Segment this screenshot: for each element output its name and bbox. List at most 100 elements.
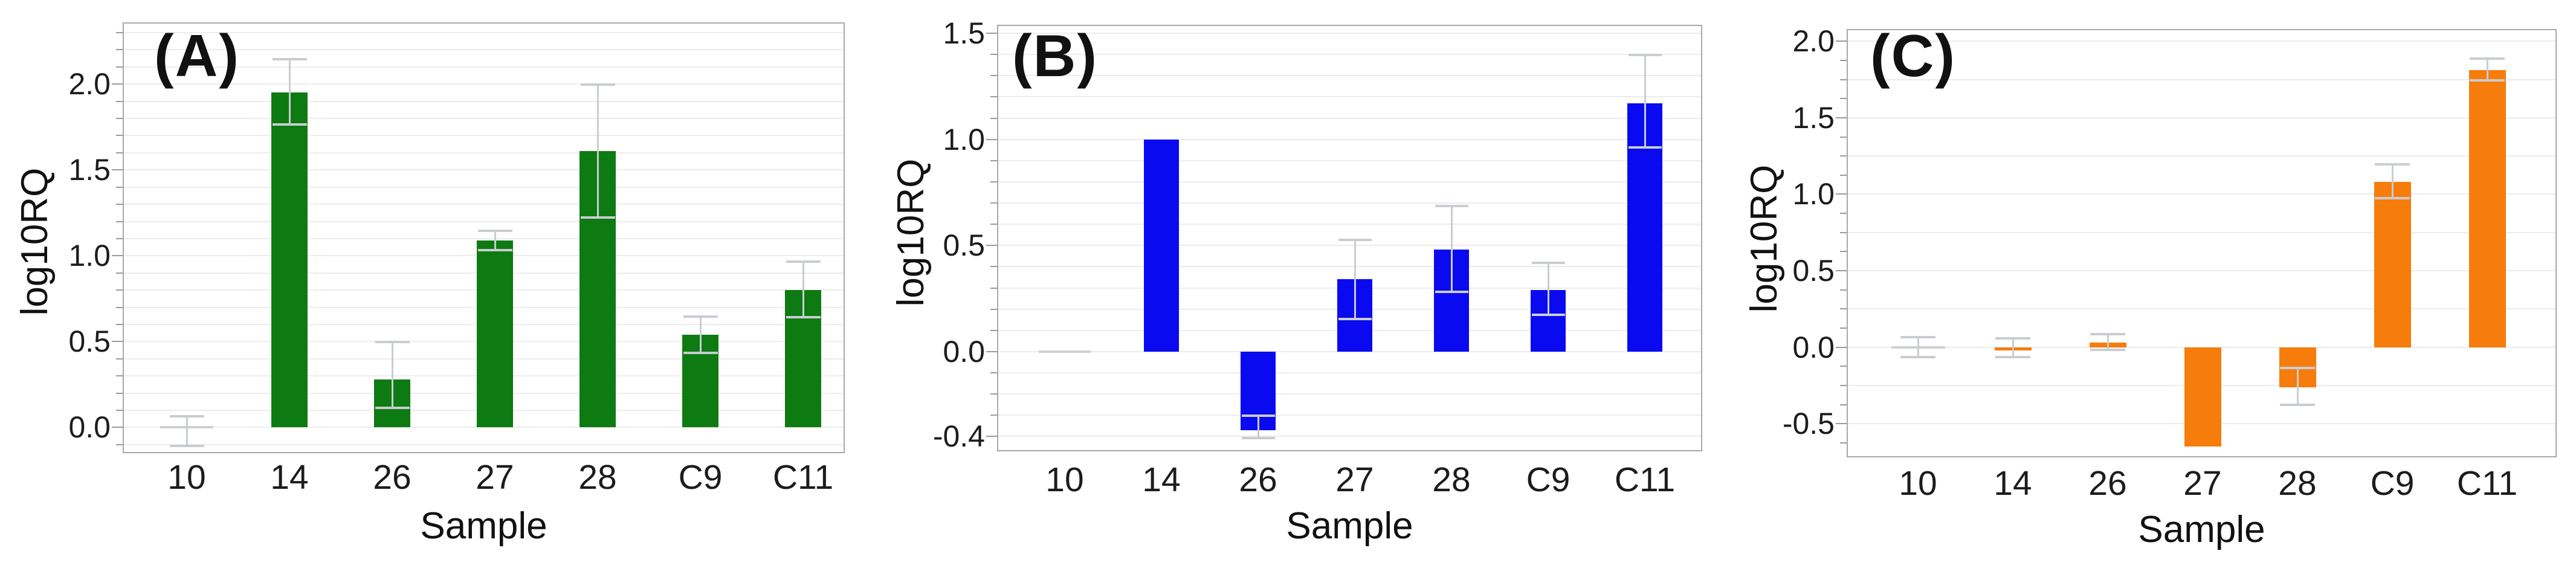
y-axis-tick xyxy=(990,308,997,310)
error-bar-cap-top xyxy=(1531,262,1565,265)
x-tick-label-27: 27 xyxy=(2183,464,2222,503)
y-axis-tick xyxy=(990,329,997,331)
y-gridline xyxy=(1848,193,2555,195)
error-bar-28 xyxy=(596,84,599,218)
y-axis-tick xyxy=(116,66,123,68)
error-bar-cap-top xyxy=(580,83,615,86)
error-bar-cap-top xyxy=(1995,337,2030,340)
y-axis-tick xyxy=(1840,98,1847,100)
y-axis-tick xyxy=(116,152,123,153)
error-bar-cap-top xyxy=(2090,332,2125,335)
y-axis-tick xyxy=(1840,79,1847,80)
y-axis-tick xyxy=(1840,174,1847,176)
y-axis-major-tick xyxy=(986,138,997,140)
error-bar-26 xyxy=(1257,415,1259,439)
y-axis-tick xyxy=(116,204,123,205)
y-tick-label: 1.5 xyxy=(68,153,111,187)
error-bar-cap-top xyxy=(375,341,410,344)
y-axis-tick xyxy=(116,221,123,222)
panel-a: 0.0 0.5 1.0 1.5 2.0 10 14 26 27 28 C9 C11 (A) log10RQ… xyxy=(0,0,859,571)
x-tick-label-c11: C11 xyxy=(772,458,834,497)
x-tick-label-c9: C9 xyxy=(2370,464,2415,503)
error-bar-14 xyxy=(2012,338,2014,358)
y-gridline xyxy=(124,237,844,239)
y-gridline xyxy=(998,138,1701,140)
y-tick-label: 0.5 xyxy=(1792,254,1835,288)
y-gridline xyxy=(124,444,844,445)
y-axis-tick xyxy=(990,287,997,289)
error-bar-c9 xyxy=(1547,262,1549,316)
y-gridline xyxy=(1848,308,2555,310)
error-bar-14 xyxy=(288,58,291,126)
y-axis-tick xyxy=(990,75,997,77)
y-axis-tick xyxy=(990,54,997,56)
y-axis-tick xyxy=(116,409,123,411)
y-axis-tick xyxy=(116,323,123,325)
y-axis-tick xyxy=(116,444,123,445)
y-gridline xyxy=(124,100,844,102)
error-bar-cap-top xyxy=(169,415,204,418)
y-axis-major-tick xyxy=(1836,423,1847,425)
y-axis-tick xyxy=(116,32,123,34)
y-axis-tick xyxy=(1840,155,1847,157)
y-tick-label: 0.5 xyxy=(943,228,985,263)
x-tick-label-14: 14 xyxy=(270,458,309,497)
y-axis-tick xyxy=(116,49,123,51)
error-bar-26 xyxy=(2106,333,2109,350)
x-tick-label-c9: C9 xyxy=(678,458,723,497)
y-tick-label: -0.4 xyxy=(932,419,985,454)
error-bar-28 xyxy=(1450,205,1453,292)
error-bar-cap-top xyxy=(2375,163,2410,166)
y-gridline xyxy=(998,54,1701,56)
bar-c9 xyxy=(2374,182,2411,347)
y-axis-major-tick xyxy=(986,33,997,34)
y-gridline xyxy=(998,415,1701,416)
y-axis-major-tick xyxy=(986,436,997,437)
axis-title-log10rq: log10RQ xyxy=(14,167,56,316)
y-tick-label: 0.0 xyxy=(943,334,985,369)
y-axis-tick xyxy=(1840,136,1847,138)
error-bar-cap-top xyxy=(683,315,718,318)
bar-27 xyxy=(2184,347,2221,447)
y-axis-tick xyxy=(1840,404,1847,405)
axis-title-sample: Sample xyxy=(2138,509,2265,550)
y-axis-tick xyxy=(1840,366,1847,367)
y-axis-tick xyxy=(116,100,123,102)
error-bar-cap-bottom xyxy=(1241,436,1275,439)
y-gridline xyxy=(1848,270,2555,272)
error-bar-cap-bottom xyxy=(1435,290,1468,293)
y-gridline xyxy=(998,393,1701,395)
y-axis-tick xyxy=(116,237,123,239)
panel-letter: (B) xyxy=(1012,22,1099,89)
x-tick-label-c11: C11 xyxy=(2456,464,2518,503)
error-bar-cap-top xyxy=(2470,57,2505,60)
y-axis-tick xyxy=(116,135,123,137)
error-bar-c11 xyxy=(1644,54,1646,148)
y-axis-tick xyxy=(990,372,997,374)
y-tick-label: 1.0 xyxy=(1792,177,1835,211)
y-gridline xyxy=(124,83,844,85)
y-axis-tick xyxy=(116,289,123,291)
y-axis-major-tick xyxy=(112,341,123,343)
y-gridline xyxy=(124,152,844,153)
y-axis-tick xyxy=(990,224,997,225)
error-bar-c11 xyxy=(802,260,804,318)
error-bar-cap-bottom xyxy=(1628,146,1662,149)
y-gridline xyxy=(124,135,844,137)
x-tick-label-c11: C11 xyxy=(1614,460,1676,499)
y-gridline xyxy=(998,436,1701,437)
y-tick-label: 1.5 xyxy=(943,16,985,51)
error-bar-cap-top xyxy=(1628,54,1662,57)
y-tick-label: 1.0 xyxy=(943,122,985,156)
axis-title-sample: Sample xyxy=(420,505,547,547)
error-bar-cap-bottom xyxy=(1338,318,1372,321)
y-axis-major-tick xyxy=(1836,40,1847,42)
y-axis-major-tick xyxy=(112,427,123,428)
y-axis-major-tick xyxy=(1836,270,1847,272)
error-bar-c9 xyxy=(699,315,702,354)
y-axis-major-tick xyxy=(986,245,997,247)
y-tick-label: 1.5 xyxy=(1792,100,1835,135)
y-tick-label: 0.0 xyxy=(68,410,111,445)
y-gridline xyxy=(998,350,1701,352)
y-gridline xyxy=(998,117,1701,119)
